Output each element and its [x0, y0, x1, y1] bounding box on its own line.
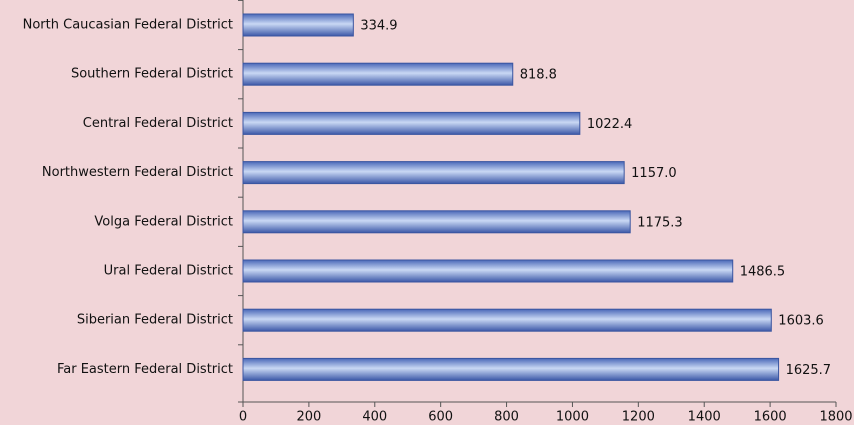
- x-tick-label: 1400: [688, 410, 721, 425]
- category-label: Northwestern Federal District: [42, 165, 233, 180]
- value-label: 1022.4: [587, 117, 633, 132]
- category-label: Volga Federal District: [94, 214, 233, 229]
- value-label: 818.8: [520, 68, 557, 83]
- bar: [242, 111, 581, 135]
- x-tick-label: 0: [239, 410, 247, 425]
- x-tick-label: 200: [296, 410, 321, 425]
- x-tick-label: 1000: [556, 410, 589, 425]
- category-label: Central Federal District: [83, 116, 233, 131]
- x-tick-label: 1800: [819, 410, 852, 425]
- x-tick-label: 1600: [754, 410, 787, 425]
- value-label: 1625.7: [786, 363, 832, 378]
- category-label: North Caucasian Federal District: [23, 18, 233, 33]
- bar: [242, 13, 354, 37]
- bar: [242, 210, 631, 234]
- x-tick-label: 1200: [622, 410, 655, 425]
- bar: [242, 161, 625, 185]
- value-label: 334.9: [360, 19, 397, 34]
- bar: [242, 259, 734, 283]
- value-label: 1175.3: [637, 215, 683, 230]
- category-label: Far Eastern Federal District: [57, 362, 233, 377]
- x-tick-label: 400: [362, 410, 387, 425]
- category-label: Ural Federal District: [104, 264, 233, 279]
- value-label: 1157.0: [631, 166, 677, 181]
- category-label: Southern Federal District: [71, 67, 233, 82]
- bar: [242, 62, 514, 86]
- bar: [242, 357, 780, 381]
- bar: [242, 308, 772, 332]
- category-label: Siberian Federal District: [77, 313, 233, 328]
- value-label: 1603.6: [778, 314, 824, 329]
- x-tick-label: 800: [494, 410, 519, 425]
- x-tick-label: 600: [428, 410, 453, 425]
- value-label: 1486.5: [740, 265, 786, 280]
